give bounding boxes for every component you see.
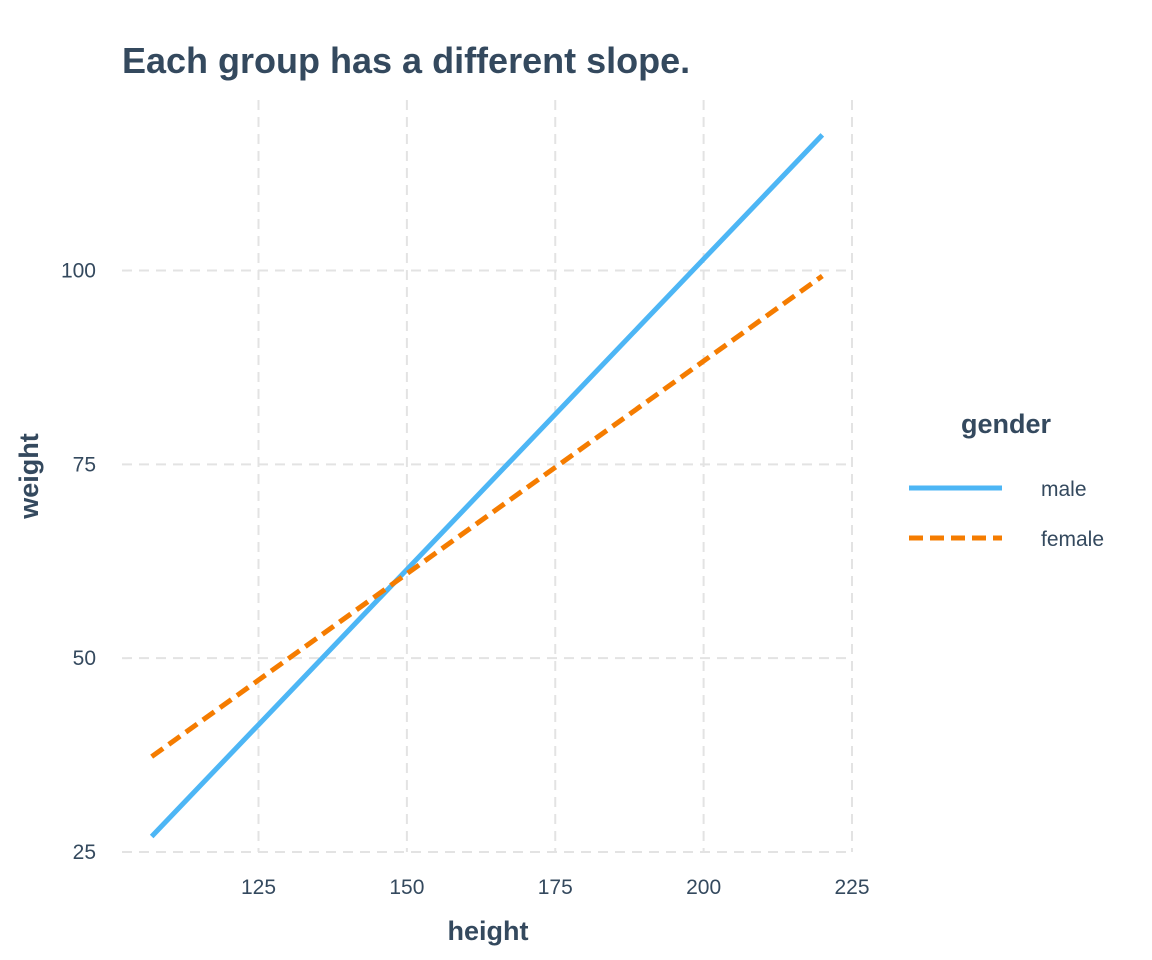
- y-tick-label: 50: [73, 647, 96, 670]
- x-tick-label: 175: [538, 876, 573, 899]
- legend-label-female: female: [1041, 528, 1104, 551]
- legend-title: gender: [961, 409, 1052, 439]
- grid: [122, 100, 853, 853]
- series-line-male: [149, 133, 825, 839]
- y-tick-label: 75: [73, 453, 96, 476]
- series-lines: [149, 133, 825, 839]
- x-tick-label: 125: [241, 876, 276, 899]
- x-tick-labels: 125 150 175 200 225: [241, 876, 870, 899]
- y-axis-title: weight: [14, 433, 44, 520]
- y-tick-label: 100: [61, 260, 96, 283]
- y-tick-label: 25: [73, 841, 96, 864]
- series-line-female: [150, 273, 824, 759]
- legend: gender male female: [909, 409, 1104, 551]
- x-tick-label: 200: [686, 876, 721, 899]
- x-tick-label: 225: [834, 876, 869, 899]
- x-tick-label: 150: [389, 876, 424, 899]
- x-axis-title: height: [448, 916, 529, 946]
- legend-label-male: male: [1041, 478, 1087, 501]
- chart-title: Each group has a different slope.: [122, 40, 690, 81]
- y-tick-labels: 25 50 75 100: [61, 260, 96, 864]
